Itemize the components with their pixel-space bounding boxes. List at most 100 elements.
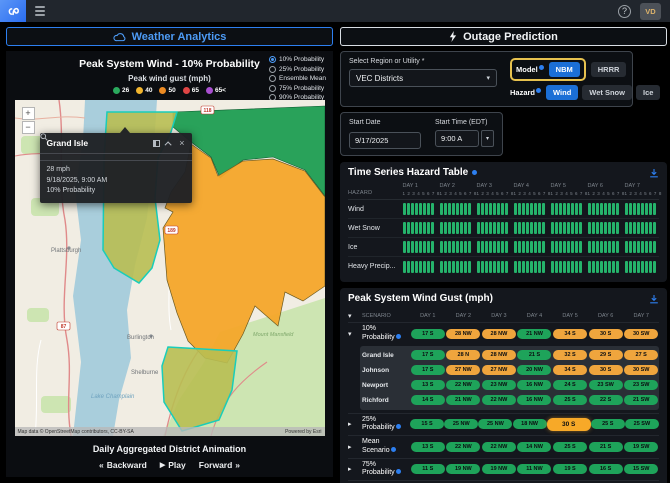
map-canvas[interactable]: Plattsburgh Burlington Shelburne Lake Champ… — [14, 100, 325, 436]
wind-gust-cell[interactable]: 11 NW — [517, 464, 552, 475]
wind-gust-cell[interactable]: 34 S — [553, 328, 588, 339]
popup-dock-icon[interactable] — [153, 139, 161, 147]
popup-collapse-icon[interactable] — [164, 140, 172, 148]
zoom-to-icon[interactable] — [39, 133, 48, 141]
wind-gust-cell[interactable]: 23 NW — [481, 380, 516, 390]
app-logo[interactable] — [0, 0, 26, 22]
wind-table-download-button[interactable] — [649, 294, 659, 304]
wind-gust-cell[interactable]: 30 S — [546, 417, 591, 431]
wind-gust-cell[interactable]: 30 S — [588, 328, 623, 339]
wind-gust-cell[interactable]: 25 SW — [624, 419, 659, 430]
wind-gust-cell[interactable]: 28 NW — [446, 328, 481, 339]
model-option-hrrr[interactable]: HRRR — [590, 62, 627, 77]
wind-gust-cell[interactable]: 22 NW — [446, 380, 481, 390]
wind-gust-cell[interactable]: 21 S — [517, 350, 552, 360]
probability-radio-option[interactable]: Ensemble Mean — [269, 75, 326, 82]
scenario-info-icon[interactable] — [395, 333, 401, 339]
backward-button[interactable]: «Backward — [99, 460, 147, 470]
wind-gust-cell[interactable]: 27 NW — [481, 365, 516, 375]
scenario-info-icon[interactable] — [395, 469, 401, 475]
hazard-table-download-button[interactable] — [649, 168, 659, 178]
model-option-nbm[interactable]: NBM — [548, 62, 580, 77]
map-zoom-in-button[interactable]: + — [21, 107, 35, 120]
start-date-input[interactable] — [349, 132, 421, 149]
wind-gust-cell[interactable]: 28 NW — [481, 350, 516, 360]
wind-gust-cell[interactable]: 21 S — [588, 441, 623, 452]
district-polygon-south[interactable] — [160, 346, 238, 432]
play-button[interactable]: ▶ Play — [160, 460, 186, 470]
wind-gust-cell[interactable]: 28 NW — [481, 328, 516, 339]
district-polygon-johnson[interactable] — [162, 143, 325, 364]
wind-gust-cell[interactable]: 28 N — [446, 350, 481, 360]
wind-gust-cell[interactable]: 11 S — [410, 464, 445, 475]
wind-gust-cell[interactable]: 27 NW — [446, 365, 481, 375]
wind-gust-cell[interactable]: 20 NW — [517, 365, 552, 375]
wind-gust-cell[interactable]: 19 S — [553, 464, 588, 475]
wind-gust-cell[interactable]: 29 S — [588, 350, 623, 360]
map-zoom-out-button[interactable]: − — [21, 121, 35, 134]
hazard-option-wet-snow[interactable]: Wet Snow — [582, 85, 632, 100]
wind-gust-cell[interactable]: 25 S — [553, 395, 588, 405]
wind-gust-cell[interactable]: 25 S — [553, 441, 588, 452]
forward-button[interactable]: Forward» — [199, 460, 240, 470]
model-info-icon[interactable] — [538, 65, 544, 70]
user-avatar[interactable]: VD — [640, 2, 661, 20]
scenario-info-icon[interactable] — [390, 446, 396, 452]
popup-close-icon[interactable]: × — [179, 137, 185, 148]
time-caret-button[interactable]: ▾ — [481, 130, 494, 147]
region-select[interactable]: VEC Districts ▾ — [349, 69, 497, 87]
wind-gust-cell[interactable]: 17 S — [410, 350, 445, 360]
wind-gust-cell[interactable]: 24 S — [553, 380, 588, 390]
wind-gust-cell[interactable]: 16 NW — [517, 380, 552, 390]
wind-gust-cell[interactable]: 14 S — [410, 395, 445, 405]
wind-gust-cell[interactable]: 19 SW — [624, 441, 659, 452]
wind-gust-cell[interactable]: 13 S — [410, 380, 445, 390]
help-button[interactable]: ? — [618, 4, 631, 18]
wind-gust-cell[interactable]: 16 NW — [517, 395, 552, 405]
hazard-option-wind[interactable]: Wind — [546, 85, 579, 100]
row-expand-chevron[interactable]: ▸ — [348, 421, 352, 429]
wind-gust-cell[interactable]: 23 SW — [588, 380, 623, 390]
wind-gust-cell[interactable]: 34 S — [553, 365, 588, 375]
wind-gust-cell[interactable]: 15 SW — [624, 464, 659, 475]
row-expand-chevron[interactable]: ▸ — [348, 466, 352, 474]
wind-gust-cell[interactable]: 21 NW — [446, 395, 481, 405]
wind-gust-cell[interactable]: 21 NW — [517, 328, 552, 339]
collapse-all-chevron[interactable]: ▾ — [348, 312, 352, 320]
wind-gust-cell[interactable]: 19 NW — [446, 464, 481, 475]
row-expand-chevron[interactable]: ▸ — [348, 443, 352, 451]
probability-radio-option[interactable]: 75% Probability — [269, 84, 326, 92]
wind-gust-cell[interactable]: 32 S — [553, 350, 588, 360]
wind-gust-cell[interactable]: 30 SW — [624, 365, 659, 375]
wind-gust-cell[interactable]: 30 S — [588, 365, 623, 375]
hazard-table-info-icon[interactable] — [472, 170, 478, 175]
hamburger-menu-icon[interactable] — [35, 6, 45, 16]
wind-gust-cell[interactable]: 25 NW — [444, 419, 479, 430]
wind-gust-cell[interactable]: 22 NW — [481, 441, 516, 452]
hazard-info-icon[interactable] — [536, 88, 542, 93]
wind-gust-cell[interactable]: 13 S — [410, 441, 445, 452]
wind-gust-cell[interactable]: 22 NW — [481, 395, 516, 405]
wind-gust-cell[interactable]: 16 S — [588, 464, 623, 475]
outage-prediction-tab[interactable]: Outage Prediction — [340, 27, 667, 46]
scenario-info-icon[interactable] — [395, 424, 401, 430]
wind-gust-cell[interactable]: 17 S — [410, 328, 445, 339]
wind-gust-cell[interactable]: 14 NW — [517, 441, 552, 452]
wind-gust-cell[interactable]: 19 NW — [481, 464, 516, 475]
wind-gust-cell[interactable]: 15 S — [410, 419, 445, 430]
wind-gust-cell[interactable]: 25 S — [590, 419, 625, 430]
wind-gust-cell[interactable]: 17 S — [410, 365, 445, 375]
wind-gust-cell[interactable]: 22 NW — [446, 441, 481, 452]
hazard-option-ice[interactable]: Ice — [635, 85, 661, 100]
weather-analytics-tab[interactable]: Weather Analytics — [6, 27, 333, 46]
wind-gust-cell[interactable]: 27 S — [624, 350, 659, 360]
wind-gust-cell[interactable]: 22 S — [588, 395, 623, 405]
row-expand-chevron[interactable]: ▾ — [348, 330, 352, 338]
wind-gust-cell[interactable]: 30 SW — [624, 328, 659, 339]
probability-radio-option[interactable]: 10% Probability — [269, 56, 326, 63]
wind-gust-cell[interactable]: 21 SW — [624, 395, 659, 405]
wind-gust-cell[interactable]: 23 SW — [624, 380, 659, 390]
wind-gust-cell[interactable]: 25 NW — [478, 419, 513, 430]
start-time-input[interactable] — [435, 130, 479, 147]
wind-gust-cell[interactable]: 18 NW — [512, 419, 547, 430]
